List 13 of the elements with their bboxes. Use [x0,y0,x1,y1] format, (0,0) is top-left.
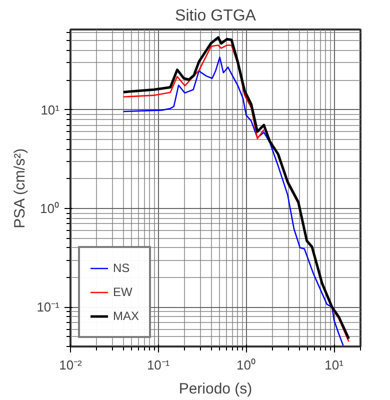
legend-label: NS [113,261,131,275]
legend-label: EW [113,285,133,299]
x-tick-label: 10⁻² [59,358,83,372]
x-tick-label: 10¹ [324,358,344,372]
chart-title: Sitio GTGA [175,8,256,24]
y-tick-label: 10⁻¹ [36,300,60,315]
x-tick-label: 10⁰ [236,358,256,372]
x-tick-label: 10⁻¹ [146,358,170,372]
legend-label: MAX [113,309,140,323]
y-axis-title: PSA (cm/s²) [12,148,29,228]
y-tick-label: 10⁰ [40,200,60,216]
y-tick-label: 10¹ [40,102,60,118]
x-axis-title: Periodo (s) [178,380,252,398]
